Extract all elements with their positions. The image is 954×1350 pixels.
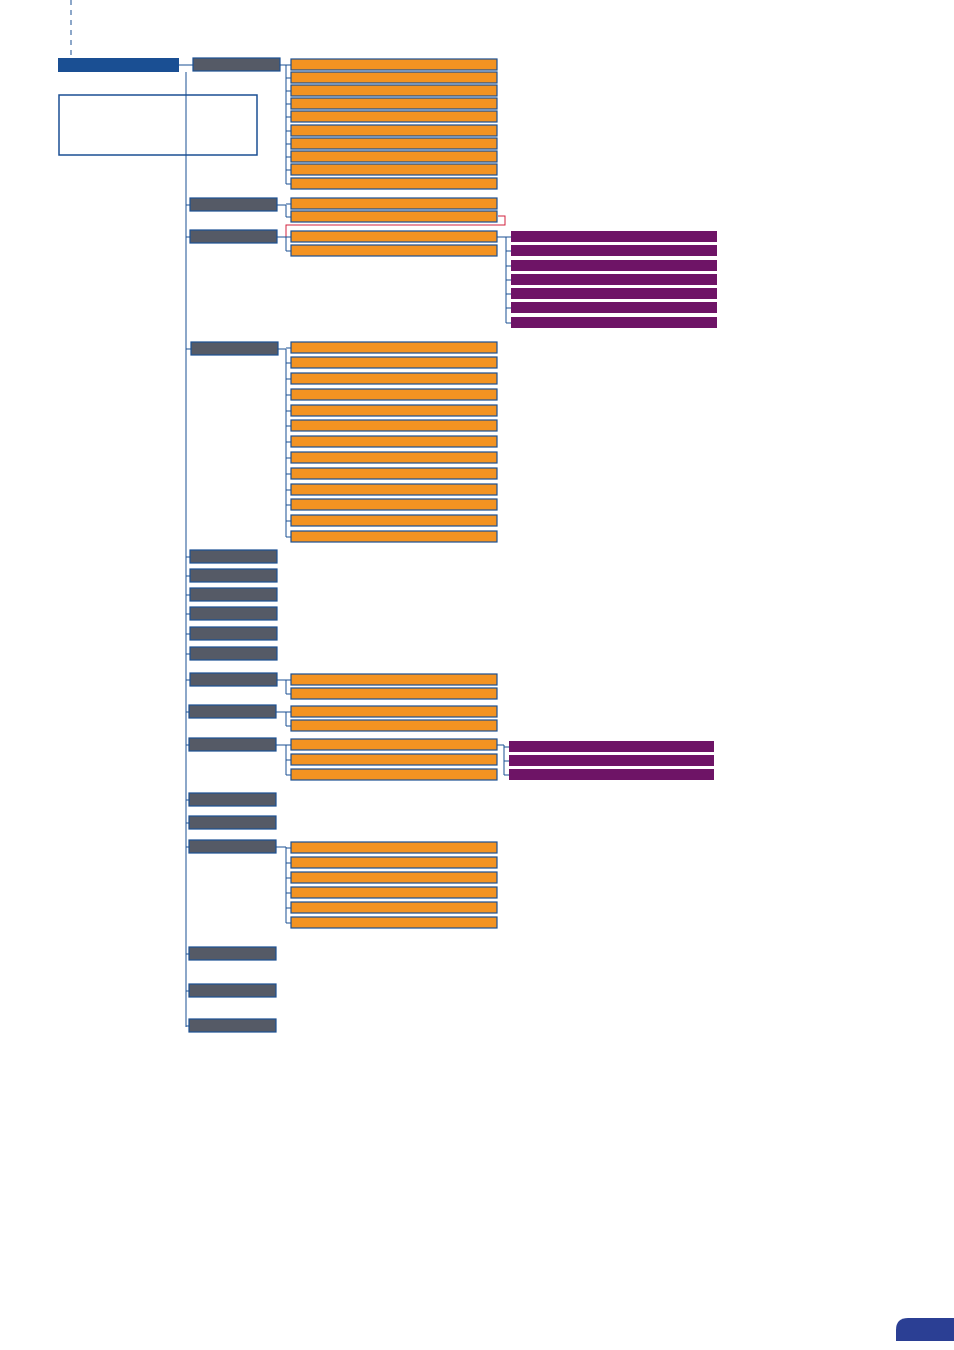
submenu-node bbox=[290, 372, 498, 385]
menu-node bbox=[188, 704, 277, 719]
submenu-node bbox=[290, 886, 498, 899]
menu-node bbox=[189, 568, 278, 583]
submenu-node bbox=[290, 768, 498, 781]
menu-node bbox=[188, 815, 277, 830]
submenu-node bbox=[290, 177, 498, 190]
root-node bbox=[58, 58, 179, 72]
submenu-node bbox=[290, 841, 498, 854]
menu-node bbox=[188, 839, 277, 854]
submenu-node bbox=[290, 210, 498, 223]
page-tab bbox=[896, 1318, 954, 1341]
submenu-node bbox=[290, 404, 498, 417]
submenu-node bbox=[290, 738, 498, 751]
submenu-node bbox=[290, 514, 498, 527]
submenu-node bbox=[290, 197, 498, 210]
submenu-node bbox=[290, 419, 498, 432]
submenu-node bbox=[290, 498, 498, 511]
submenu-node bbox=[290, 530, 498, 543]
submenu-node bbox=[290, 124, 498, 137]
menu-node bbox=[189, 672, 278, 687]
submenu-node bbox=[290, 856, 498, 869]
menu-node bbox=[189, 197, 278, 212]
submenu-node bbox=[290, 71, 498, 84]
menu-node bbox=[188, 792, 277, 807]
submenu-node bbox=[290, 150, 498, 163]
submenu-node bbox=[290, 435, 498, 448]
menu-node bbox=[192, 57, 281, 72]
submenu-node bbox=[290, 84, 498, 97]
submenu-node bbox=[290, 110, 498, 123]
submenu-node bbox=[290, 137, 498, 150]
menu-node bbox=[188, 983, 277, 998]
description-box bbox=[58, 94, 258, 156]
option-node bbox=[511, 288, 717, 299]
submenu-node bbox=[290, 163, 498, 176]
submenu-node bbox=[290, 356, 498, 369]
link-connector bbox=[285, 215, 506, 237]
menu-node bbox=[189, 646, 278, 661]
submenu-node bbox=[290, 719, 498, 732]
submenu-node bbox=[290, 753, 498, 766]
option-node bbox=[511, 260, 717, 271]
submenu-node bbox=[290, 58, 498, 71]
option-node bbox=[509, 769, 714, 780]
option-node bbox=[509, 741, 714, 752]
menu-node bbox=[188, 1018, 277, 1033]
option-node bbox=[511, 245, 717, 256]
menu-node bbox=[190, 341, 279, 356]
option-node bbox=[511, 317, 717, 328]
menu-node bbox=[189, 587, 278, 602]
submenu-node bbox=[290, 705, 498, 718]
submenu-node bbox=[290, 341, 498, 354]
option-node bbox=[511, 231, 717, 242]
submenu-node bbox=[290, 244, 498, 257]
menu-node bbox=[189, 229, 278, 244]
submenu-node bbox=[290, 901, 498, 914]
submenu-node bbox=[290, 673, 498, 686]
option-node bbox=[511, 302, 717, 313]
menu-node bbox=[189, 626, 278, 641]
submenu-node bbox=[290, 483, 498, 496]
submenu-node bbox=[290, 230, 498, 243]
submenu-node bbox=[290, 467, 498, 480]
submenu-node bbox=[290, 687, 498, 700]
submenu-node bbox=[290, 97, 498, 110]
option-node bbox=[509, 755, 714, 766]
menu-node bbox=[189, 606, 278, 621]
submenu-node bbox=[290, 388, 498, 401]
menu-node bbox=[188, 946, 277, 961]
submenu-node bbox=[290, 871, 498, 884]
menu-node bbox=[188, 737, 277, 752]
menu-node bbox=[189, 549, 278, 564]
option-node bbox=[511, 274, 717, 285]
submenu-node bbox=[290, 451, 498, 464]
submenu-node bbox=[290, 916, 498, 929]
